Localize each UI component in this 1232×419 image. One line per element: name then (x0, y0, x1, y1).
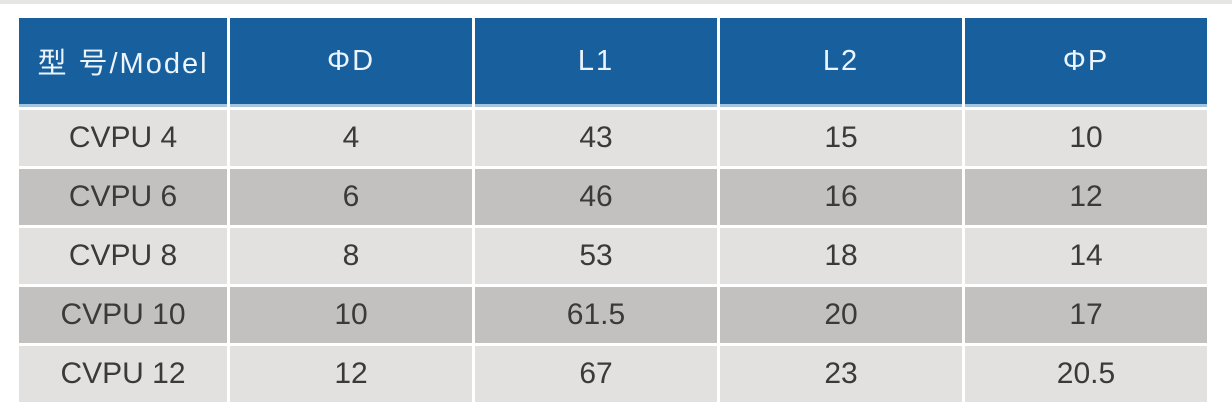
cell-l1: 46 (475, 169, 717, 225)
page-top-edge (0, 0, 1232, 4)
cell-diameter-p: 10 (965, 110, 1207, 166)
cell-l2: 20 (720, 287, 962, 343)
table-row: CVPU 8 8 53 18 14 (19, 228, 1207, 284)
header-cell-l1: L1 (475, 18, 717, 107)
cell-model: CVPU 12 (19, 346, 227, 402)
header-cell-l2: L2 (720, 18, 962, 107)
cell-diameter-d: 12 (230, 346, 472, 402)
cell-l1: 67 (475, 346, 717, 402)
header-cell-diameter-p: ΦP (965, 18, 1207, 107)
header-cell-model: 型 号/Model (19, 18, 227, 107)
table-row: CVPU 10 10 61.5 20 17 (19, 287, 1207, 343)
cell-l2: 23 (720, 346, 962, 402)
cell-model: CVPU 6 (19, 169, 227, 225)
table-row: CVPU 6 6 46 16 12 (19, 169, 1207, 225)
cell-diameter-d: 4 (230, 110, 472, 166)
cell-l1: 53 (475, 228, 717, 284)
cell-diameter-p: 17 (965, 287, 1207, 343)
cell-model: CVPU 8 (19, 228, 227, 284)
model-spec-table: 型 号/Model ΦD L1 L2 ΦP CVPU 4 4 43 15 10 … (19, 18, 1207, 402)
header-cell-diameter-d: ΦD (230, 18, 472, 107)
cell-diameter-d: 10 (230, 287, 472, 343)
cell-diameter-p: 12 (965, 169, 1207, 225)
cell-model: CVPU 10 (19, 287, 227, 343)
cell-diameter-p: 20.5 (965, 346, 1207, 402)
table-header-row: 型 号/Model ΦD L1 L2 ΦP (19, 18, 1207, 107)
table-row: CVPU 4 4 43 15 10 (19, 110, 1207, 166)
cell-l1: 43 (475, 110, 717, 166)
cell-l2: 15 (720, 110, 962, 166)
cell-l1: 61.5 (475, 287, 717, 343)
cell-l2: 18 (720, 228, 962, 284)
cell-diameter-d: 8 (230, 228, 472, 284)
cell-l2: 16 (720, 169, 962, 225)
table-row: CVPU 12 12 67 23 20.5 (19, 346, 1207, 402)
cell-diameter-p: 14 (965, 228, 1207, 284)
cell-model: CVPU 4 (19, 110, 227, 166)
cell-diameter-d: 6 (230, 169, 472, 225)
